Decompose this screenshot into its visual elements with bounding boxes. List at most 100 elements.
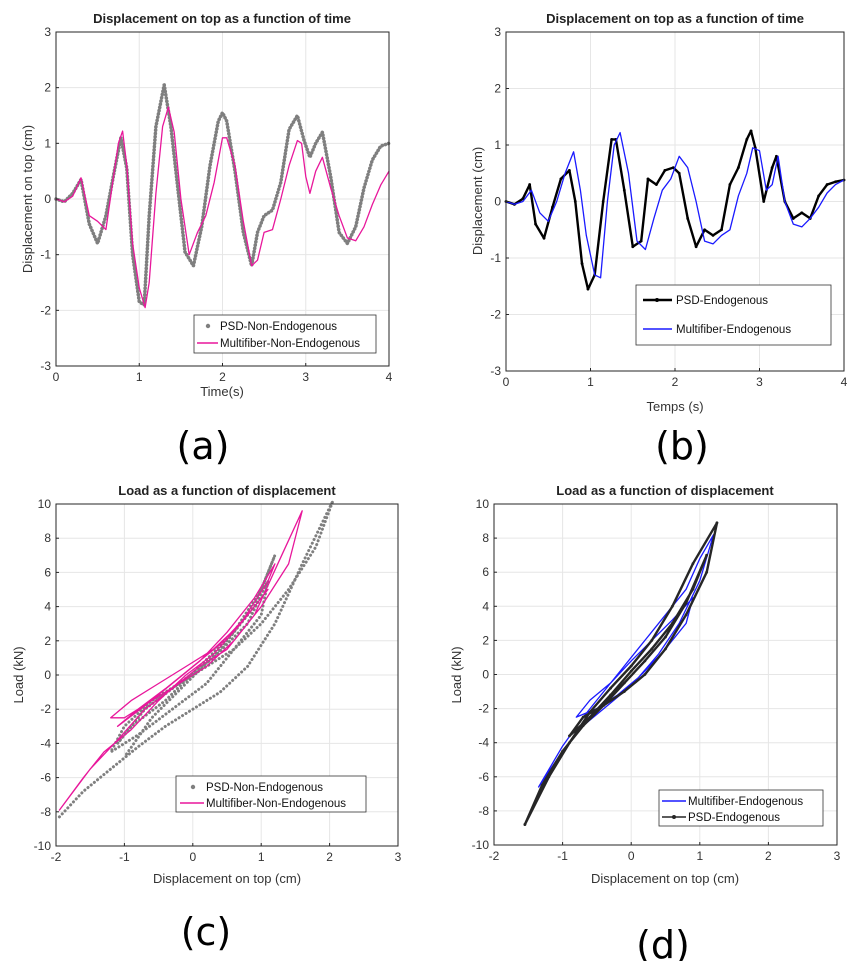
data-point-psd-endogenous <box>528 183 532 186</box>
legend-b: PSD-Endogenous Multifiber-Endogenous <box>635 284 832 346</box>
data-point-psd-endogenous <box>622 681 626 685</box>
x-tick-label: 3 <box>834 849 841 863</box>
data-point-psd-endogenous <box>664 647 667 651</box>
y-axis-label-b: Displacement (cm) <box>470 147 485 255</box>
y-tick-label: 2 <box>482 633 489 647</box>
chart-title-d: Load as a function of displacement <box>556 483 774 498</box>
x-axis-label-d: Displacement on top (cm) <box>591 871 739 886</box>
y-tick-label: -4 <box>40 736 51 750</box>
y-tick-label: 0 <box>482 668 489 682</box>
y-tick-label: 0 <box>494 195 501 209</box>
y-tick-label: -2 <box>478 702 489 716</box>
data-point-psd-endogenous <box>684 601 688 605</box>
data-point-psd-endogenous <box>581 724 585 728</box>
y-tick-label: -10 <box>34 839 52 853</box>
data-point-psd-endogenous <box>720 228 723 232</box>
data-point-psd-endogenous <box>602 703 606 707</box>
y-axis-label-a: Displacement on top (cm) <box>20 125 35 273</box>
data-point-psd-endogenous <box>646 177 650 181</box>
series-line-multifiber-non-endogenous <box>55 106 390 309</box>
x-tick-label: 4 <box>841 375 847 389</box>
x-tick-label: 1 <box>696 849 703 863</box>
data-point-psd-endogenous <box>568 741 571 745</box>
data-point-psd-endogenous <box>643 673 647 676</box>
x-tick-label: -2 <box>489 849 500 863</box>
data-point-psd-endogenous <box>694 245 698 249</box>
chart-title-b: Displacement on top as a function of tim… <box>546 11 804 26</box>
data-point-psd-endogenous <box>745 137 749 141</box>
y-tick-label: -10 <box>472 838 490 852</box>
data-point-psd-endogenous <box>610 137 614 141</box>
x-tick-label: 3 <box>395 850 402 864</box>
y-tick-label: -2 <box>490 308 501 322</box>
series-line-psd-endogenous <box>523 521 719 826</box>
data-point-psd-endogenous <box>686 217 690 220</box>
data-point-psd-endogenous <box>715 521 719 525</box>
data-point-psd-endogenous <box>834 180 837 184</box>
data-point-psd-endogenous <box>540 783 544 787</box>
chart-panel-b: 0 1 2 3 4 -3 -2 -1 0 1 2 3 Displacement on top as a… <box>470 11 847 468</box>
x-tick-label: 0 <box>628 849 635 863</box>
data-point-psd-endogenous <box>609 686 613 690</box>
chart-title-a: Displacement on top as a function of tim… <box>93 11 351 26</box>
data-point-psd-endogenous <box>817 194 821 198</box>
x-tick-label: 1 <box>136 370 143 384</box>
chart-title-c: Load as a function of displacement <box>118 483 336 498</box>
y-tick-label: -1 <box>40 248 51 262</box>
data-point-psd-endogenous <box>650 647 654 651</box>
data-point-psd-endogenous <box>691 562 695 566</box>
y-tick-label: 3 <box>44 25 51 39</box>
y-tick-label: 6 <box>482 565 489 579</box>
legend-box-a <box>193 314 377 354</box>
x-tick-label: 2 <box>765 849 772 863</box>
data-point-psd-endogenous <box>573 200 577 203</box>
data-point-psd-endogenous <box>671 166 675 170</box>
data-point-psd-endogenous <box>791 217 795 220</box>
y-tick-label: 6 <box>44 565 51 579</box>
series-line-psd-non-endogenous <box>54 83 391 307</box>
y-tick-label: -6 <box>40 771 51 785</box>
y-tick-label: 1 <box>494 138 501 152</box>
data-point-psd-endogenous <box>601 200 605 203</box>
data-point-psd-endogenous <box>547 775 551 779</box>
data-point-psd-endogenous <box>622 690 626 693</box>
data-point-psd-endogenous <box>568 734 571 738</box>
y-tick-label: -2 <box>40 702 51 716</box>
series-line-multifiber-non-endogenous <box>58 510 303 811</box>
data-point-psd-endogenous <box>711 234 715 237</box>
data-point-psd-endogenous <box>622 188 626 192</box>
y-tick-label: 2 <box>44 81 51 95</box>
data-point-psd-endogenous <box>534 222 537 226</box>
series-line-multifiber-endogenous <box>505 131 845 279</box>
y-tick-label: 2 <box>44 634 51 648</box>
x-tick-label: 4 <box>386 370 393 384</box>
y-tick-label: 3 <box>494 25 501 39</box>
legend-marker-psd-non-endogenous-a <box>205 323 211 329</box>
x-axis-label-c: Displacement on top (cm) <box>153 871 301 886</box>
data-point-psd-endogenous <box>663 169 667 172</box>
y-tick-label: 10 <box>38 497 52 511</box>
data-point-psd-endogenous <box>521 197 525 201</box>
y-tick-label: -3 <box>40 359 51 373</box>
data-point-psd-endogenous <box>551 205 554 209</box>
data-point-psd-endogenous <box>588 710 592 714</box>
panel-label-a: (a) <box>177 424 230 468</box>
data-point-psd-endogenous <box>588 715 592 719</box>
data-point-psd-endogenous <box>670 621 674 625</box>
data-point-psd-endogenous <box>775 154 778 158</box>
data-point-psd-endogenous <box>629 664 633 668</box>
x-tick-label: 0 <box>189 850 196 864</box>
data-point-psd-endogenous <box>542 236 546 240</box>
x-tick-label: 2 <box>672 375 679 389</box>
data-point-psd-endogenous <box>749 129 753 133</box>
x-axis-label-a: Time(s) <box>200 384 244 399</box>
x-axis-label-b: Temps (s) <box>646 399 703 414</box>
y-tick-label: -8 <box>40 805 51 819</box>
legend-box-b <box>635 284 832 346</box>
panel-label-d: (d) <box>636 923 690 961</box>
legend-marker-psd-non-endogenous-c <box>190 784 196 790</box>
data-point-psd-endogenous <box>736 166 740 170</box>
panel-label-c: (c) <box>181 910 232 954</box>
